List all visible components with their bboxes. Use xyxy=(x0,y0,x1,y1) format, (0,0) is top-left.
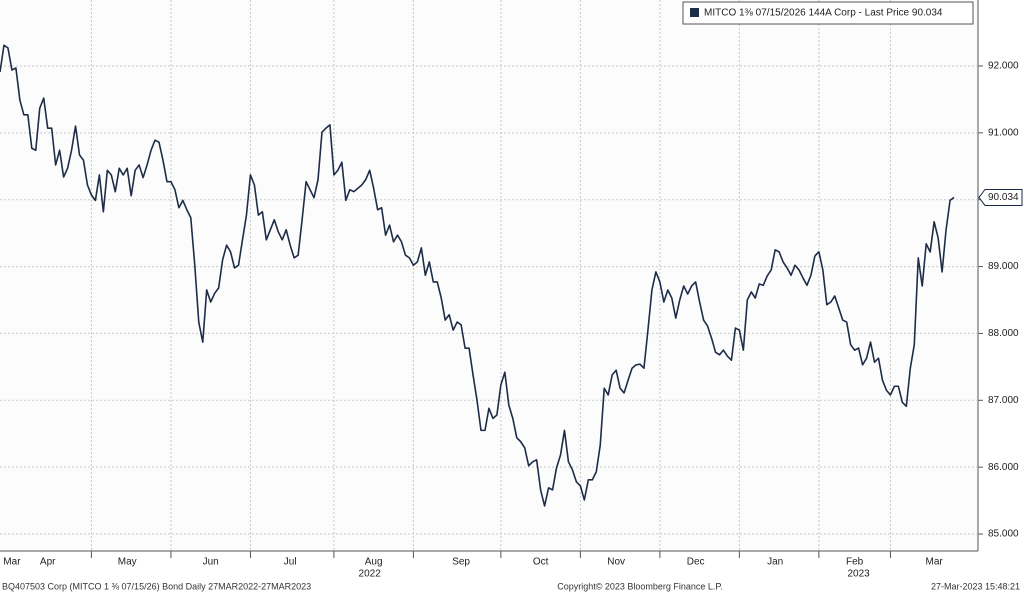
y-tick-label: 89.000 xyxy=(988,261,1019,272)
y-tick-label: 85.000 xyxy=(988,529,1019,540)
x-tick-label: Mar xyxy=(926,557,944,568)
x-tick-label: Jul xyxy=(284,557,297,568)
x-tick-label: Aug xyxy=(365,557,383,568)
y-tick-label: 86.000 xyxy=(988,462,1019,473)
legend-box xyxy=(682,1,974,25)
x-tick-label: Jun xyxy=(203,557,219,568)
y-tick-label: 87.000 xyxy=(988,395,1019,406)
plot-area xyxy=(0,0,978,551)
x-tick-label: Mar xyxy=(3,557,21,568)
x-tick-label: Dec xyxy=(687,557,705,568)
footer-right: 27-Mar-2023 15:48:21 xyxy=(931,581,1020,591)
footer-center: Copyright© 2023 Bloomberg Finance L.P. xyxy=(557,581,723,591)
x-tick-label: Nov xyxy=(607,557,625,568)
year-label: 2022 xyxy=(359,569,382,580)
price-line xyxy=(0,44,955,507)
last-price-label: 90.034 xyxy=(988,192,1019,203)
y-tick-label: 91.000 xyxy=(988,127,1019,138)
x-tick-label: Sep xyxy=(452,557,470,568)
last-price-tag xyxy=(978,188,1023,206)
x-tick-label: Feb xyxy=(846,557,864,568)
x-tick-label: May xyxy=(118,557,137,568)
x-tick-label: Oct xyxy=(533,557,549,568)
year-label: 2023 xyxy=(847,569,870,580)
footer-left: BQ407503 Corp (MITCO 1 ⅜ 07/15/26) Bond … xyxy=(2,581,311,591)
y-tick-label: 92.000 xyxy=(988,61,1019,72)
x-tick-label: Apr xyxy=(40,557,56,568)
legend-swatch xyxy=(690,8,699,17)
y-tick-label: 88.000 xyxy=(988,328,1019,339)
legend: MITCO 1⅜ 07/15/2026 144A Corp - Last Pri… xyxy=(682,1,974,25)
legend-label: MITCO 1⅜ 07/15/2026 144A Corp - Last Pri… xyxy=(704,8,943,19)
x-tick-label: Jan xyxy=(767,557,783,568)
